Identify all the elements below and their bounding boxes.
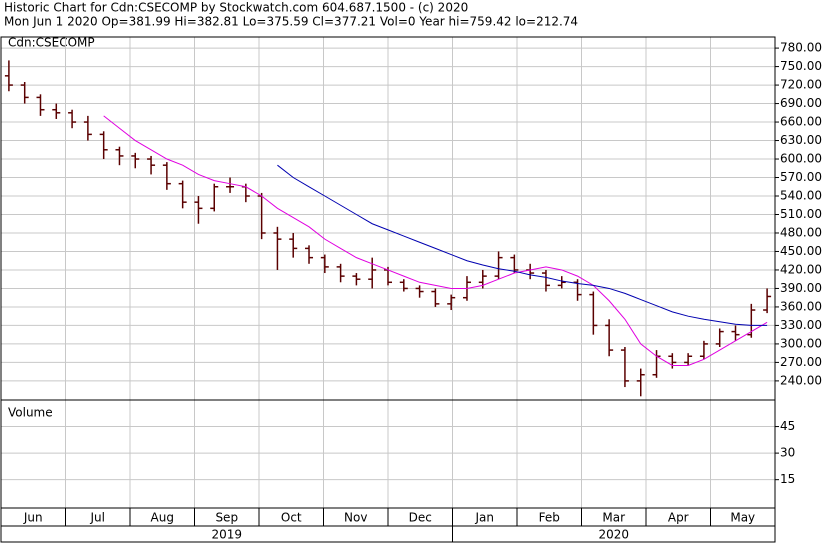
x-tick-label: Sep — [215, 511, 238, 525]
y-tick-label: 330.00 — [780, 318, 822, 332]
x-tick-label: Feb — [539, 511, 560, 525]
y-tick-label: 750.00 — [780, 59, 822, 73]
y-tick-label: 450.00 — [780, 244, 822, 258]
x-tick-label: Oct — [281, 511, 302, 525]
x-tick-label: Nov — [344, 511, 367, 525]
y-tick-label: 720.00 — [780, 78, 822, 92]
x-tick-label: Jun — [23, 511, 43, 525]
year-label: 2019 — [211, 528, 242, 542]
moving-average — [277, 164, 768, 326]
x-tick-label: Jan — [475, 511, 495, 525]
x-tick-label: Apr — [668, 511, 689, 525]
y-tick-label: 510.00 — [780, 207, 822, 221]
y-tick-label: 540.00 — [780, 189, 822, 203]
y-tick-label: 660.00 — [780, 115, 822, 129]
y-tick-label: 780.00 — [780, 41, 822, 55]
y-tick-label: 570.00 — [780, 170, 822, 184]
y-tick-label: 480.00 — [780, 225, 822, 239]
y2-tick-label: 30 — [780, 446, 795, 460]
y2-tick-label: 45 — [780, 419, 795, 433]
y-tick-label: 690.00 — [780, 96, 822, 110]
y-tick-label: 360.00 — [780, 299, 822, 313]
y-tick-label: 390.00 — [780, 281, 822, 295]
y-tick-label: 300.00 — [780, 336, 822, 350]
y-tick-label: 630.00 — [780, 133, 822, 147]
chart-title: Historic Chart for Cdn:CSECOMP by Stockw… — [4, 1, 468, 15]
y2-tick-label: 15 — [780, 472, 795, 486]
y-tick-label: 600.00 — [780, 152, 822, 166]
x-tick-label: May — [730, 511, 755, 525]
plot — [1, 37, 775, 508]
volume-label: Volume — [8, 406, 53, 420]
x-tick-label: Aug — [151, 511, 174, 525]
year-label: 2020 — [598, 528, 629, 542]
y-tick-label: 420.00 — [780, 262, 822, 276]
moving-average — [103, 115, 768, 366]
y-tick-label: 240.00 — [780, 373, 822, 387]
y-tick-label: 270.00 — [780, 355, 822, 369]
chart-subtitle: Mon Jun 1 2020 Op=381.99 Hi=382.81 Lo=37… — [4, 15, 578, 29]
symbol-label: Cdn:CSECOMP — [8, 36, 95, 50]
x-tick-label: Dec — [409, 511, 432, 525]
x-tick-label: Mar — [602, 511, 625, 525]
x-tick-label: Jul — [90, 511, 105, 525]
